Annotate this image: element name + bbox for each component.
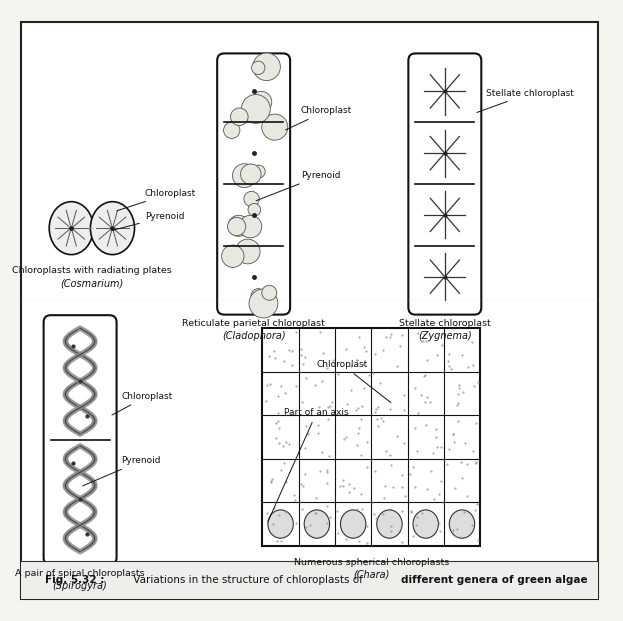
Text: Part of an axis: Part of an axis [268, 408, 349, 522]
Text: different genera of green algae: different genera of green algae [401, 575, 587, 585]
FancyBboxPatch shape [408, 53, 482, 315]
Circle shape [235, 239, 260, 264]
Text: (Spirogyra): (Spirogyra) [53, 581, 108, 591]
Circle shape [227, 217, 246, 235]
Text: Chloroplast: Chloroplast [285, 106, 352, 130]
Circle shape [253, 53, 280, 81]
Circle shape [251, 289, 265, 303]
Circle shape [251, 91, 272, 112]
Circle shape [248, 204, 260, 216]
Ellipse shape [449, 510, 475, 538]
FancyBboxPatch shape [217, 53, 290, 315]
Text: Stellate chloroplast: Stellate chloroplast [477, 89, 574, 112]
Circle shape [252, 61, 265, 75]
Text: Chloroplast: Chloroplast [317, 360, 391, 402]
Text: Pyrenoid: Pyrenoid [256, 171, 340, 201]
Ellipse shape [268, 510, 293, 538]
Circle shape [244, 191, 259, 207]
Ellipse shape [49, 202, 93, 255]
Circle shape [252, 165, 265, 178]
Circle shape [231, 108, 248, 125]
Text: (Cladophora): (Cladophora) [222, 331, 285, 341]
Text: Pyrenoid: Pyrenoid [112, 212, 184, 230]
Circle shape [224, 122, 240, 138]
Text: Chloroplasts with radiating plates: Chloroplasts with radiating plates [12, 266, 172, 275]
Bar [262, 328, 480, 546]
Ellipse shape [340, 510, 366, 538]
Text: Pyrenoid: Pyrenoid [83, 456, 161, 486]
Ellipse shape [377, 510, 402, 538]
Circle shape [241, 94, 270, 124]
Circle shape [228, 215, 249, 237]
Bar [21, 561, 598, 599]
Text: Stellate chloroplast: Stellate chloroplast [399, 319, 491, 329]
Text: (Cosmarium): (Cosmarium) [60, 278, 123, 288]
Circle shape [262, 114, 288, 140]
Circle shape [262, 285, 277, 300]
Circle shape [232, 164, 257, 188]
Text: Chloroplast: Chloroplast [112, 392, 173, 415]
Text: Reticulate parietal chloroplast: Reticulate parietal chloroplast [182, 319, 325, 329]
Text: Fig. 5.32 :: Fig. 5.32 : [45, 575, 108, 585]
Text: Chloroplast: Chloroplast [117, 189, 196, 211]
Text: A pair of spiral chloroplasts: A pair of spiral chloroplasts [16, 569, 145, 578]
Text: Variations in the structure of chloroplasts of: Variations in the structure of chloropla… [130, 575, 366, 585]
Circle shape [249, 289, 278, 318]
Ellipse shape [304, 510, 330, 538]
Text: Numerous spherical chloroplasts: Numerous spherical chloroplasts [293, 558, 449, 566]
FancyBboxPatch shape [44, 315, 117, 564]
Circle shape [239, 215, 262, 238]
Circle shape [222, 245, 244, 268]
Text: (Zygnema): (Zygnema) [418, 331, 472, 341]
Ellipse shape [90, 202, 135, 255]
Text: (Chara): (Chara) [353, 569, 389, 579]
FancyBboxPatch shape [21, 22, 598, 599]
Circle shape [240, 164, 261, 184]
Ellipse shape [413, 510, 439, 538]
